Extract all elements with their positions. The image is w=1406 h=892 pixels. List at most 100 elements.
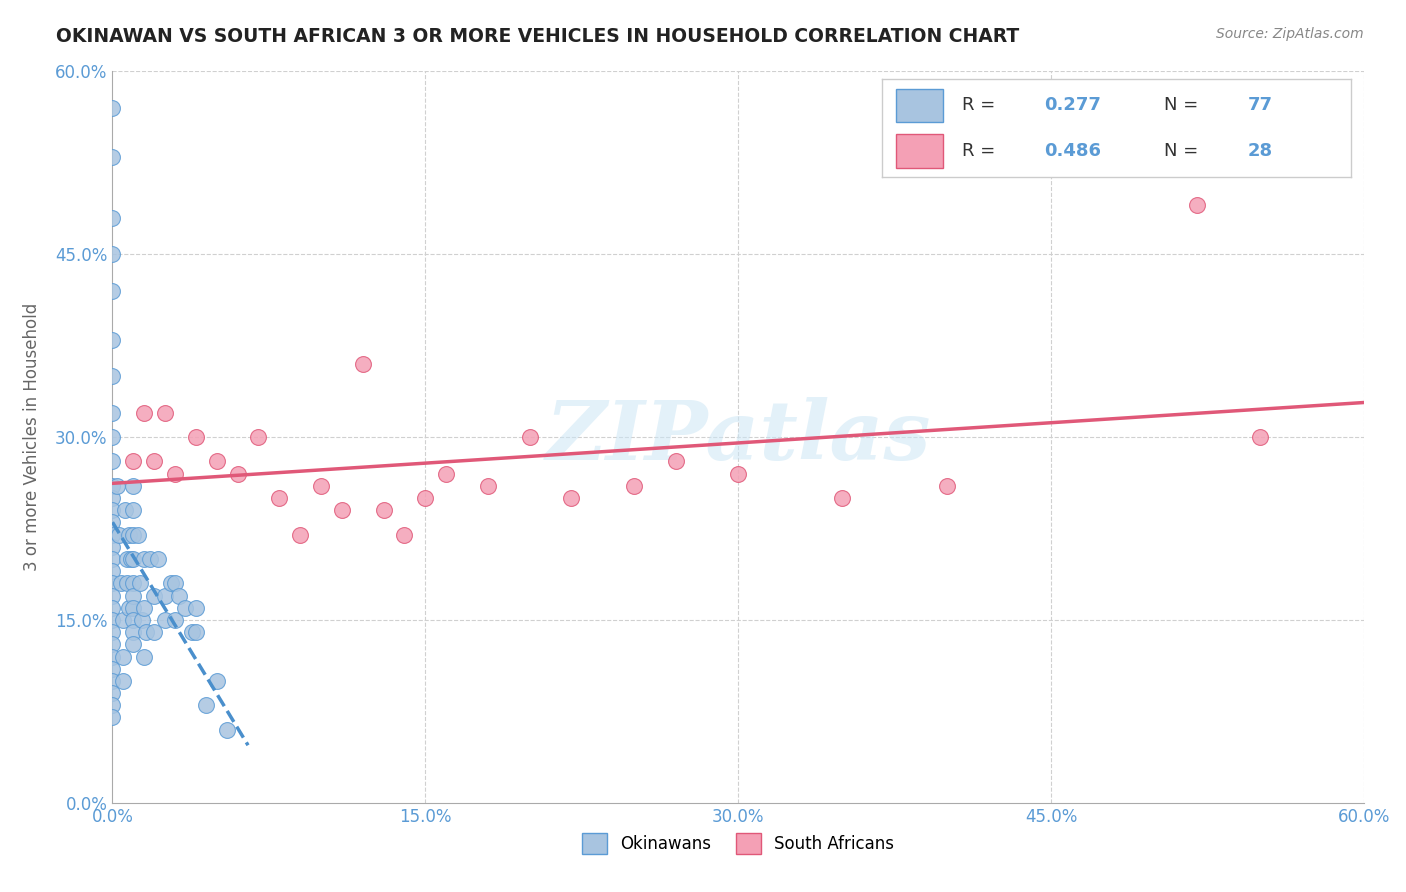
Y-axis label: 3 or more Vehicles in Household: 3 or more Vehicles in Household	[24, 303, 41, 571]
Point	[122, 600, 145, 615]
Point	[132, 649, 155, 664]
Point	[111, 613, 134, 627]
Point	[1185, 198, 1208, 212]
Point	[184, 600, 207, 615]
Point	[174, 600, 197, 615]
Point	[111, 649, 134, 664]
Point	[101, 564, 124, 578]
Point	[195, 698, 218, 713]
Point	[101, 613, 124, 627]
Point	[101, 673, 124, 688]
Point	[226, 467, 249, 481]
Text: Source: ZipAtlas.com: Source: ZipAtlas.com	[1216, 27, 1364, 41]
Point	[143, 454, 166, 468]
Point	[101, 333, 124, 347]
Point	[122, 625, 145, 640]
Point	[101, 662, 124, 676]
Point	[101, 430, 124, 444]
Point	[115, 552, 138, 566]
Point	[290, 527, 312, 541]
Point	[101, 101, 124, 115]
Point	[122, 637, 145, 651]
Point	[217, 723, 239, 737]
Point	[184, 625, 207, 640]
Point	[127, 527, 149, 541]
Point	[477, 479, 499, 493]
Point	[120, 552, 142, 566]
Point	[727, 467, 749, 481]
Point	[160, 576, 183, 591]
Point	[184, 430, 207, 444]
Text: ZIPatlas: ZIPatlas	[546, 397, 931, 477]
Point	[101, 503, 124, 517]
Point	[373, 503, 395, 517]
Point	[131, 613, 153, 627]
Point	[143, 625, 166, 640]
Point	[107, 527, 129, 541]
Point	[110, 576, 132, 591]
Point	[153, 613, 176, 627]
Point	[135, 625, 157, 640]
Point	[101, 527, 124, 541]
Point	[122, 576, 145, 591]
Point	[434, 467, 457, 481]
Point	[101, 552, 124, 566]
Point	[352, 357, 374, 371]
Point	[122, 503, 145, 517]
Point	[935, 479, 957, 493]
Point	[101, 479, 124, 493]
Point	[122, 589, 145, 603]
Point	[148, 552, 170, 566]
Point	[163, 467, 186, 481]
Point	[101, 637, 124, 651]
Point	[114, 503, 136, 517]
Point	[519, 430, 541, 444]
Point	[101, 540, 124, 554]
Point	[269, 491, 291, 505]
Point	[413, 491, 436, 505]
Point	[118, 600, 141, 615]
Point	[101, 698, 124, 713]
Point	[122, 527, 145, 541]
Point	[132, 600, 155, 615]
Point	[101, 491, 124, 505]
Point	[132, 406, 155, 420]
Point	[101, 211, 124, 225]
Point	[330, 503, 353, 517]
Point	[831, 491, 853, 505]
Point	[665, 454, 688, 468]
Point	[101, 710, 124, 724]
Point	[101, 284, 124, 298]
Point	[118, 527, 141, 541]
Point	[163, 576, 186, 591]
Point	[101, 516, 124, 530]
Point	[180, 625, 202, 640]
Point	[167, 589, 190, 603]
Point	[122, 454, 145, 468]
Point	[153, 589, 176, 603]
Point	[560, 491, 582, 505]
Point	[128, 576, 150, 591]
Point	[247, 430, 270, 444]
Point	[163, 613, 186, 627]
Point	[115, 576, 138, 591]
Point	[153, 406, 176, 420]
Point	[122, 479, 145, 493]
Legend: Okinawans, South Africans: Okinawans, South Africans	[575, 827, 901, 860]
Point	[101, 576, 124, 591]
Point	[205, 673, 228, 688]
Point	[205, 454, 228, 468]
Point	[122, 613, 145, 627]
Point	[101, 369, 124, 384]
Point	[101, 150, 124, 164]
Point	[101, 649, 124, 664]
Point	[101, 600, 124, 615]
Point	[101, 625, 124, 640]
Point	[101, 247, 124, 261]
Point	[111, 673, 134, 688]
Point	[309, 479, 332, 493]
Point	[394, 527, 416, 541]
Point	[105, 479, 128, 493]
Point	[623, 479, 645, 493]
Point	[122, 552, 145, 566]
